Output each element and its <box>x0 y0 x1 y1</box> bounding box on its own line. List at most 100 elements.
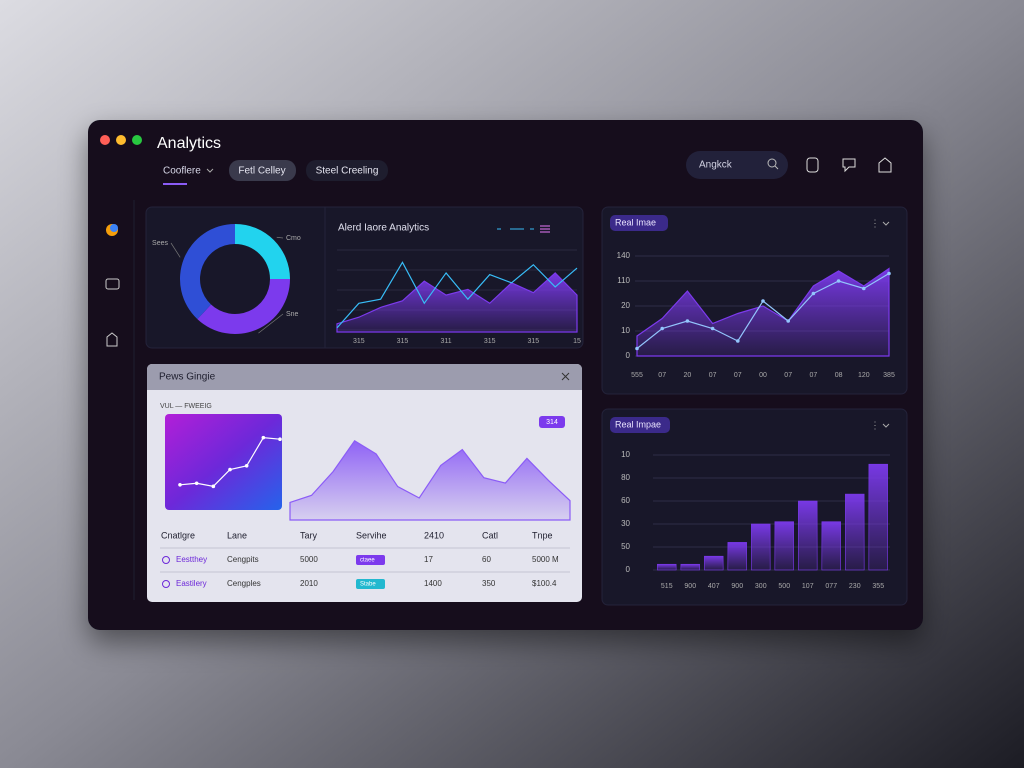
marker <box>685 319 690 323</box>
table-cell: Eastilery <box>176 579 207 588</box>
x-tick-label: 315 <box>528 338 540 345</box>
chart-title: Real Imae <box>615 217 656 227</box>
sidebar-icon[interactable] <box>106 332 118 347</box>
leader-line <box>258 313 284 334</box>
x-tick-label: 07 <box>784 372 792 379</box>
search-icon <box>767 158 777 168</box>
y-tick-label: 50 <box>621 542 630 551</box>
tab[interactable]: Fetl Celley <box>238 166 285 177</box>
y-tick-label: 110 <box>617 276 630 285</box>
minimize-button[interactable] <box>116 135 126 145</box>
y-tick-label: 30 <box>621 519 630 528</box>
x-tick-label: 311 <box>441 338 452 345</box>
area <box>289 439 571 521</box>
close-icon[interactable] <box>561 372 570 381</box>
leader-line <box>170 242 181 258</box>
marker <box>836 279 841 283</box>
sidebar-icon[interactable] <box>105 278 120 290</box>
tab-chevron <box>206 168 214 173</box>
marker <box>228 467 232 472</box>
x-tick-label: 120 <box>858 372 870 379</box>
badge-text: 314 <box>546 419 558 426</box>
y-tick-label: 80 <box>621 473 630 482</box>
x-tick-label: 07 <box>734 372 742 379</box>
more-icon[interactable]: ⋮ <box>870 219 880 230</box>
x-tick-label: 08 <box>835 372 843 379</box>
marker <box>710 326 715 331</box>
x-tick-label: 500 <box>778 583 790 590</box>
x-tick-label: 230 <box>849 583 861 590</box>
x-tick-label: 107 <box>802 583 814 590</box>
x-tick-label: 355 <box>872 583 884 590</box>
marker <box>736 339 740 343</box>
x-tick-label: 00 <box>759 372 767 379</box>
tab-pill[interactable] <box>229 160 296 181</box>
tab-underline <box>163 183 187 185</box>
table-cell: Stabe <box>360 582 376 588</box>
chevron[interactable] <box>882 221 890 226</box>
marker <box>786 319 790 323</box>
search-icon <box>774 165 779 170</box>
status-pill <box>356 555 385 565</box>
marker <box>635 346 639 351</box>
x-tick-label: 315 <box>353 338 365 345</box>
slice-label: Sne <box>286 311 299 318</box>
tab[interactable]: Steel Creeling <box>316 166 379 177</box>
chart-title: Real Impae <box>615 419 661 429</box>
title-badge <box>610 417 670 433</box>
bar <box>821 521 841 571</box>
table-header: Catl <box>482 530 498 540</box>
donut-slice <box>180 224 235 320</box>
marker <box>278 437 282 442</box>
bar <box>774 521 794 571</box>
mini-chart-card <box>165 414 282 510</box>
x-tick-label: 555 <box>631 372 643 379</box>
area <box>336 272 578 333</box>
marker <box>862 286 866 291</box>
row-radio <box>162 556 170 564</box>
marker <box>261 435 266 440</box>
area <box>636 267 890 357</box>
bar <box>704 555 724 571</box>
line <box>336 261 578 329</box>
donut-slice <box>235 224 290 279</box>
x-tick-label: 20 <box>684 372 692 379</box>
title-badge <box>610 215 668 231</box>
window-title: Analytics <box>157 135 221 152</box>
x-tick-label: 900 <box>731 583 743 590</box>
bar <box>868 463 888 571</box>
table-cell: Cengples <box>227 579 261 588</box>
more-icon[interactable]: ⋮ <box>870 421 880 432</box>
table-header: Cnatlgre <box>161 530 195 540</box>
icon-button[interactable] <box>842 158 856 173</box>
icon-button[interactable] <box>878 157 892 173</box>
table-cell: Eestthey <box>176 555 207 564</box>
tab[interactable]: Cooflere <box>163 166 201 177</box>
x-tick-label: 900 <box>684 583 696 590</box>
marker <box>811 291 816 296</box>
legend-text: VUL — FWEEIG <box>160 403 212 410</box>
table-cell: 2010 <box>300 579 318 588</box>
table-header: 2410 <box>424 530 444 540</box>
donut-slice <box>197 279 290 334</box>
chevron[interactable] <box>882 423 890 428</box>
search-box[interactable] <box>686 151 788 179</box>
y-tick-label: 0 <box>626 565 631 574</box>
icon-button[interactable] <box>806 157 819 173</box>
zoom-button[interactable] <box>132 135 142 145</box>
marker <box>660 326 664 331</box>
close-button[interactable] <box>100 135 110 145</box>
leader-line <box>276 236 284 239</box>
badge <box>539 416 565 428</box>
bar <box>751 523 771 571</box>
tab-pill[interactable] <box>306 160 388 181</box>
x-tick-label: 407 <box>708 583 720 590</box>
x-tick-label: 385 <box>883 372 895 379</box>
bar <box>680 563 700 571</box>
dialog-header <box>147 364 582 390</box>
sidebar-icon <box>110 224 118 232</box>
row-radio <box>162 580 170 588</box>
status-pill <box>356 579 385 589</box>
search-text[interactable]: Angkck <box>699 160 733 171</box>
table-header: Tnpe <box>532 530 553 540</box>
